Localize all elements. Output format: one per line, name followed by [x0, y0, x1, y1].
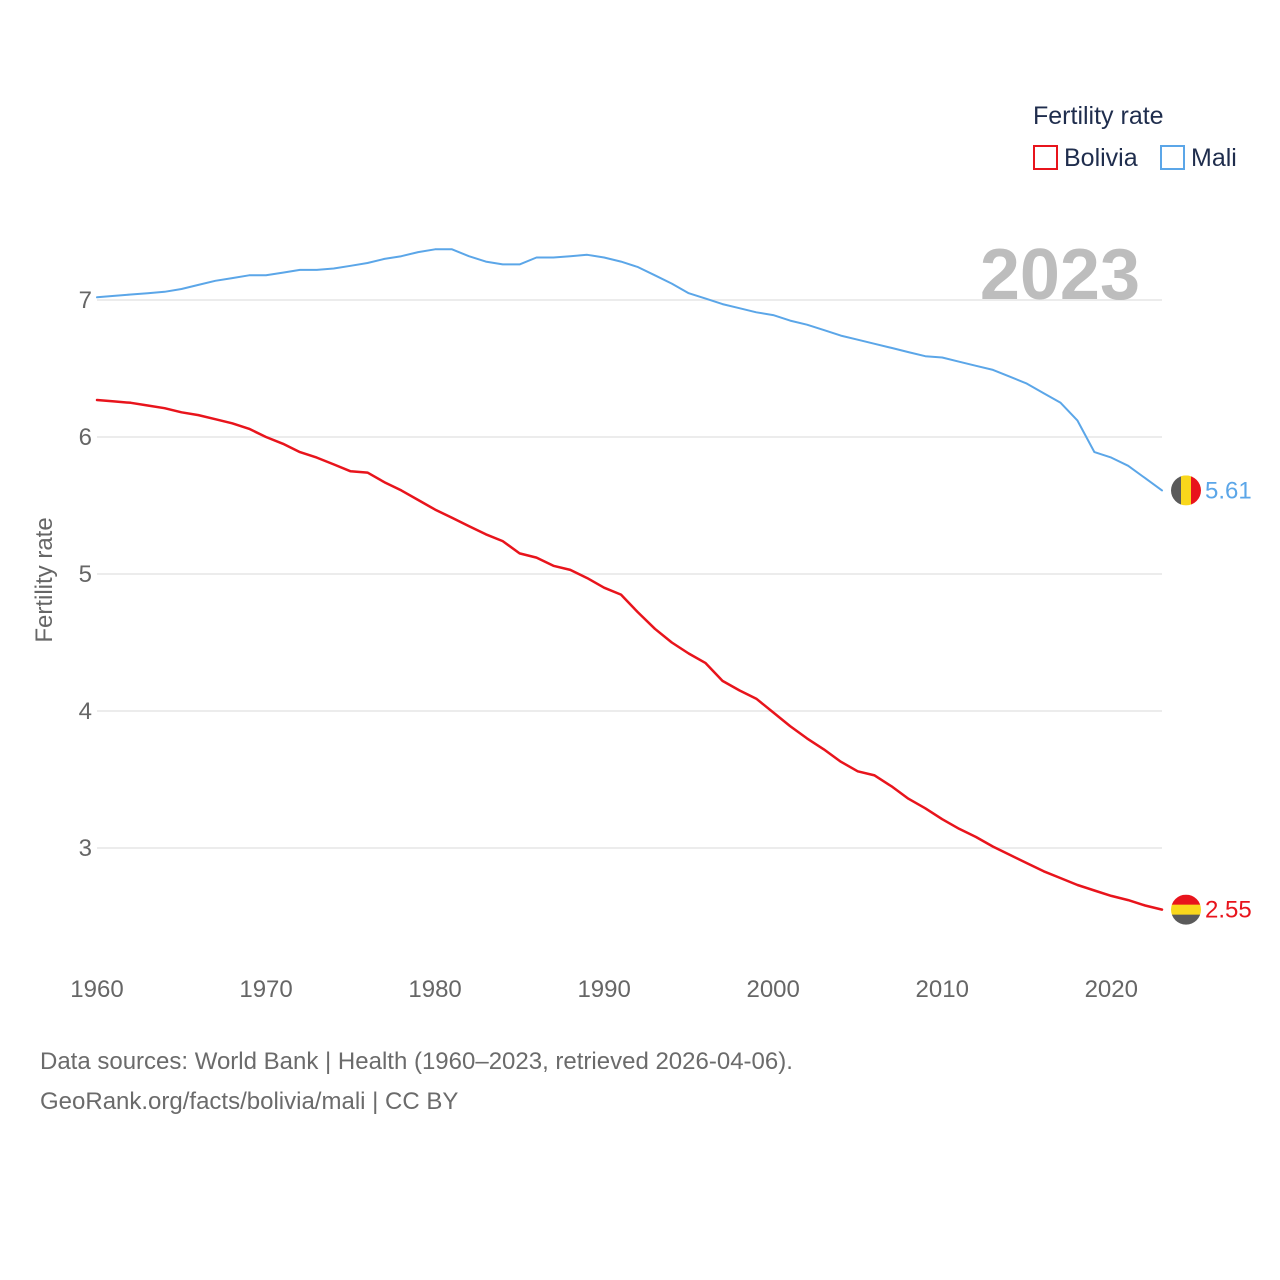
y-axis-label: Fertility rate: [31, 517, 58, 642]
legend-title: Fertility rate: [1033, 102, 1164, 130]
legend-item-mali[interactable]: Mali: [1160, 144, 1237, 172]
data-sources-text: Data sources: World Bank | Health (1960–…: [40, 1048, 793, 1075]
y-tick-label: 7: [79, 287, 92, 314]
y-tick-label: 5: [79, 561, 92, 588]
series-lines: [95, 248, 1164, 911]
end-value-label-bolivia: 2.55: [1205, 897, 1252, 924]
y-tick-label: 6: [79, 424, 92, 451]
end-markers: 2.55 5.61: [1171, 475, 1252, 925]
end-value-label-mali: 5.61: [1205, 477, 1252, 504]
legend-swatch: [1160, 145, 1185, 170]
footer: Data sources: World Bank | Health (1960–…: [40, 1042, 793, 1122]
x-tick-label: 2020: [1085, 976, 1138, 1003]
legend-swatch: [1033, 145, 1058, 170]
current-year-label: 2023: [980, 235, 1140, 315]
legend-label: Bolivia: [1064, 144, 1138, 172]
x-tick-label: 2010: [916, 976, 969, 1003]
x-tick-label: 1990: [577, 976, 630, 1003]
x-tick-label: 1960: [70, 976, 123, 1003]
y-tick-label: 4: [79, 698, 92, 725]
legend-item-bolivia[interactable]: Bolivia: [1033, 144, 1138, 172]
x-tick-label: 2000: [746, 976, 799, 1003]
x-axis-ticks: 1960 1970 1980 1990 2000 2010 2020: [70, 976, 1138, 1003]
mali-flag-icon: [1171, 475, 1201, 506]
legend[interactable]: Fertility rate Bolivia Mali: [1033, 102, 1237, 172]
gridlines: [97, 299, 1162, 849]
bolivia-flag-icon: [1171, 894, 1201, 925]
series-line-mali[interactable]: [96, 248, 1163, 492]
legend-label: Mali: [1191, 144, 1237, 172]
source-url-text[interactable]: GeoRank.org/facts/bolivia/mali | CC BY: [40, 1088, 459, 1115]
x-tick-label: 1970: [239, 976, 292, 1003]
y-axis-ticks: 3 4 5 6 7: [79, 287, 92, 862]
series-line-bolivia[interactable]: [95, 398, 1164, 911]
y-tick-label: 3: [79, 835, 92, 862]
x-tick-label: 1980: [408, 976, 461, 1003]
